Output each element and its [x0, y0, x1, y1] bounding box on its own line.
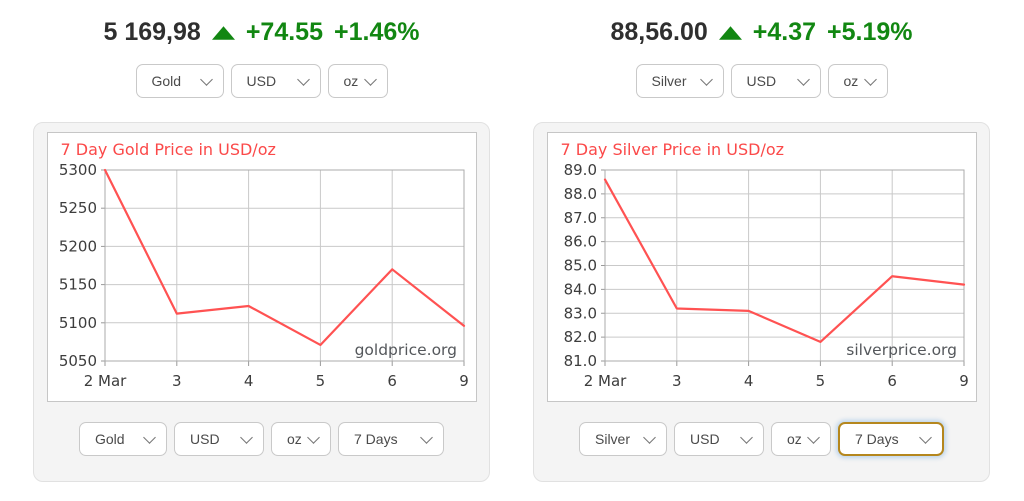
chevron-down-icon: [420, 430, 433, 444]
svg-text:5: 5: [315, 372, 325, 390]
gold-metal-select[interactable]: Gold: [135, 64, 224, 98]
gold-chart-period-select[interactable]: 7 Days: [338, 422, 444, 456]
gold-unit-select[interactable]: oz: [327, 64, 388, 98]
svg-text:5150: 5150: [58, 276, 96, 294]
gold-top-select-row: Gold USD oz: [33, 64, 490, 98]
gold-currency-select-value: USD: [246, 73, 277, 89]
svg-text:4: 4: [243, 372, 253, 390]
chevron-down-icon: [919, 430, 932, 444]
svg-text:89.0: 89.0: [563, 161, 596, 179]
chevron-down-icon: [643, 430, 656, 444]
gold-price-headline: 5 169,98 +74.55 +1.46%: [33, 14, 490, 50]
chevron-down-icon: [240, 430, 253, 444]
svg-text:5200: 5200: [58, 237, 96, 255]
svg-text:3: 3: [172, 372, 182, 390]
silver-chart-unit-select[interactable]: oz: [771, 422, 831, 456]
silver-metal-select-value: Silver: [651, 73, 687, 89]
svg-text:4: 4: [743, 372, 753, 390]
silver-chart-title: 7 Day Silver Price in USD/oz: [560, 140, 785, 159]
chevron-down-icon: [740, 430, 753, 444]
gold-chart-currency-select-value: USD: [190, 431, 220, 447]
svg-text:83.0: 83.0: [563, 304, 596, 322]
gold-chart-title: 7 Day Gold Price in USD/oz: [60, 140, 276, 159]
svg-text:87.0: 87.0: [563, 209, 596, 227]
silver-metal-select[interactable]: Silver: [635, 64, 724, 98]
chevron-down-icon: [363, 72, 377, 86]
gold-widget: 5 169,98 +74.55 +1.46% Gold USD oz 7 Day…: [33, 14, 490, 482]
gold-chart-unit-select[interactable]: oz: [271, 422, 331, 456]
svg-text:9: 9: [959, 372, 969, 390]
up-triangle-icon: [211, 26, 235, 40]
svg-text:5100: 5100: [58, 314, 96, 332]
silver-chart-currency-select-value: USD: [690, 431, 720, 447]
chevron-down-icon: [796, 72, 810, 86]
svg-text:82.0: 82.0: [563, 328, 596, 346]
silver-chart-currency-select[interactable]: USD: [674, 422, 764, 456]
gold-price-change-percent: +1.46%: [334, 17, 420, 46]
silver-currency-select-value: USD: [746, 73, 777, 89]
svg-text:goldprice.org: goldprice.org: [354, 341, 456, 359]
gold-bottom-select-row: Gold USD oz 7 Days: [34, 422, 489, 456]
gold-chart: 7 Day Gold Price in USD/oz 5300 5250 5200 5…: [46, 132, 477, 402]
gold-chart-metal-select-value: Gold: [95, 431, 125, 447]
svg-text:88.0: 88.0: [563, 185, 596, 203]
svg-text:81.0: 81.0: [563, 352, 596, 370]
svg-text:85.0: 85.0: [563, 257, 596, 275]
svg-text:6: 6: [387, 372, 397, 390]
gold-current-price: 5 169,98: [103, 17, 201, 46]
svg-text:5050: 5050: [58, 352, 96, 370]
chevron-down-icon: [699, 72, 713, 86]
svg-text:2 Mar: 2 Mar: [583, 372, 626, 390]
silver-widget: 88,56.00 +4.37 +5.19% Silver USD oz 7 Da…: [533, 14, 990, 482]
chevron-down-icon: [143, 430, 156, 444]
svg-text:2 Mar: 2 Mar: [83, 372, 126, 390]
chevron-down-icon: [863, 72, 877, 86]
silver-chart-metal-select-value: Silver: [595, 431, 631, 447]
svg-text:6: 6: [887, 372, 897, 390]
silver-chart-metal-select[interactable]: Silver: [579, 422, 667, 456]
svg-text:5300: 5300: [58, 161, 96, 179]
gold-unit-select-value: oz: [343, 73, 359, 89]
chevron-down-icon: [199, 72, 213, 86]
gold-price-change: +74.55: [245, 17, 323, 46]
silver-top-select-row: Silver USD oz: [533, 64, 990, 98]
silver-chart: 7 Day Silver Price in USD/oz 89.0 88.0 87.…: [546, 132, 977, 402]
svg-text:5250: 5250: [58, 199, 96, 217]
gold-chart-panel: 7 Day Gold Price in USD/oz 5300 5250 5200 5…: [33, 122, 490, 482]
up-triangle-icon: [718, 26, 742, 40]
silver-price-headline: 88,56.00 +4.37 +5.19%: [533, 14, 990, 50]
silver-price-change-percent: +5.19%: [827, 17, 913, 46]
silver-unit-select-value: oz: [843, 73, 859, 89]
silver-chart-unit-select-value: oz: [787, 431, 802, 447]
svg-text:5: 5: [815, 372, 825, 390]
chevron-down-icon: [307, 430, 320, 444]
silver-bottom-select-row: Silver USD oz 7 Days: [534, 422, 989, 456]
svg-text:86.0: 86.0: [563, 233, 596, 251]
svg-text:84.0: 84.0: [563, 280, 596, 298]
chevron-down-icon: [296, 72, 310, 86]
silver-chart-panel: 7 Day Silver Price in USD/oz 89.0 88.0 87.…: [533, 122, 990, 482]
gold-chart-canvas: 5300 5250 5200 5150 5100 5050 2 Mar 3 4 5 6 9goldpr…: [58, 161, 469, 390]
chevron-down-icon: [807, 430, 820, 444]
gold-currency-select[interactable]: USD: [230, 64, 321, 98]
gold-chart-currency-select[interactable]: USD: [174, 422, 264, 456]
silver-unit-select[interactable]: oz: [827, 64, 888, 98]
silver-price-change: +4.37: [752, 17, 817, 46]
svg-text:silverprice.org: silverprice.org: [846, 341, 957, 359]
silver-current-price: 88,56.00: [610, 17, 708, 46]
gold-chart-period-select-value: 7 Days: [354, 431, 398, 447]
svg-text:3: 3: [672, 372, 682, 390]
gold-chart-metal-select[interactable]: Gold: [79, 422, 167, 456]
gold-chart-unit-select-value: oz: [287, 431, 302, 447]
silver-chart-period-select[interactable]: 7 Days: [838, 422, 944, 456]
silver-chart-period-select-value: 7 Days: [855, 431, 899, 447]
silver-currency-select[interactable]: USD: [730, 64, 821, 98]
svg-text:9: 9: [459, 372, 469, 390]
gold-metal-select-value: Gold: [151, 73, 182, 89]
silver-chart-canvas: 89.0 88.0 87.0 86.0 85.0 84.0 83.0 82.0 81.0 2 Ma…: [563, 161, 969, 390]
